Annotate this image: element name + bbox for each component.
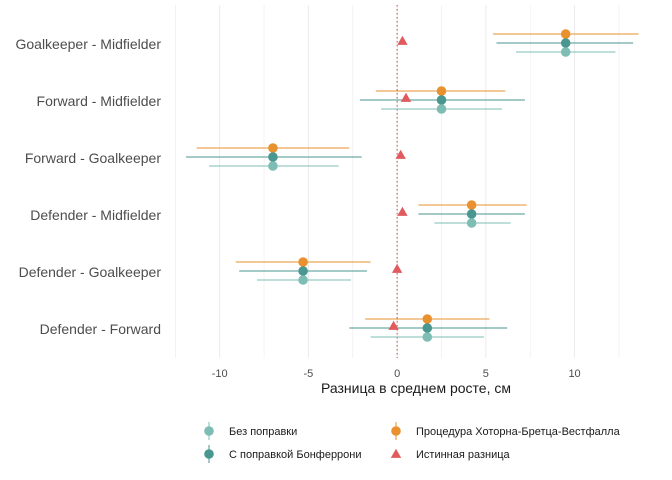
estimate-point bbox=[268, 143, 278, 153]
estimate-point bbox=[436, 104, 447, 114]
legend: Без поправки С поправкой Бонферрони Процед… bbox=[204, 422, 621, 463]
x-axis-labels: -10 -5 0 5 10 bbox=[212, 368, 581, 380]
legend-label: С поправкой Бонферрони bbox=[229, 449, 362, 461]
estimate-point bbox=[436, 95, 447, 105]
estimate-point bbox=[422, 314, 433, 324]
estimate-point bbox=[268, 152, 278, 162]
legend-item: С поправкой Бонферрони bbox=[204, 445, 362, 463]
legend-item: Без поправки bbox=[204, 422, 297, 440]
x-tick-label: -10 bbox=[212, 368, 228, 380]
x-tick-label: -5 bbox=[304, 368, 314, 380]
estimate-point bbox=[560, 29, 571, 39]
legend-point-key bbox=[204, 449, 214, 459]
estimate-point bbox=[422, 332, 433, 342]
legend-label: Истинная разница bbox=[416, 449, 511, 461]
legend-point-key bbox=[391, 426, 401, 436]
true-difference-marker bbox=[395, 149, 406, 159]
estimate-point bbox=[422, 323, 433, 333]
estimate-point bbox=[298, 275, 308, 285]
category-label: Defender - Forward bbox=[40, 321, 161, 337]
true-difference-marker bbox=[388, 320, 399, 330]
estimate-point bbox=[268, 161, 278, 171]
estimate-point bbox=[466, 218, 477, 228]
category-label: Forward - Goalkeeper bbox=[25, 150, 162, 166]
series-group bbox=[185, 38, 634, 333]
legend-point-key bbox=[204, 426, 214, 436]
true-difference-marker bbox=[397, 35, 408, 45]
estimate-point bbox=[560, 38, 571, 48]
y-axis-labels: Goalkeeper - Midfielder Forward - Midfiel… bbox=[15, 36, 161, 337]
true-difference-marker bbox=[397, 206, 408, 216]
legend-label: Процедура Хоторна-Бретца-Вестфалла bbox=[416, 426, 621, 438]
series-group bbox=[196, 29, 639, 324]
estimate-point bbox=[466, 209, 477, 219]
estimate-point bbox=[298, 257, 308, 267]
legend-triangle-key bbox=[390, 448, 402, 458]
x-tick-label: 0 bbox=[394, 368, 400, 380]
estimate-point bbox=[466, 200, 477, 210]
category-label: Defender - Goalkeeper bbox=[19, 264, 162, 280]
x-tick-label: 5 bbox=[483, 368, 489, 380]
legend-item: Процедура Хоторна-Бретца-Вестфалла bbox=[391, 422, 621, 440]
estimate-point bbox=[298, 266, 308, 276]
legend-item: Истинная разница bbox=[390, 448, 511, 461]
x-axis-title: Разница в среднем росте, см bbox=[321, 380, 511, 396]
category-label: Defender - Midfielder bbox=[30, 207, 161, 223]
true-difference-marker bbox=[391, 263, 403, 273]
legend-label: Без поправки bbox=[229, 426, 297, 438]
true-difference-marker bbox=[400, 92, 412, 102]
estimate-point bbox=[560, 47, 571, 57]
category-label: Forward - Midfielder bbox=[37, 93, 162, 109]
x-tick-label: 10 bbox=[568, 368, 580, 380]
category-label: Goalkeeper - Midfielder bbox=[15, 36, 161, 52]
series-group bbox=[209, 47, 616, 342]
plot-marks bbox=[185, 29, 639, 342]
series-group bbox=[388, 35, 412, 330]
estimate-point bbox=[436, 86, 447, 96]
